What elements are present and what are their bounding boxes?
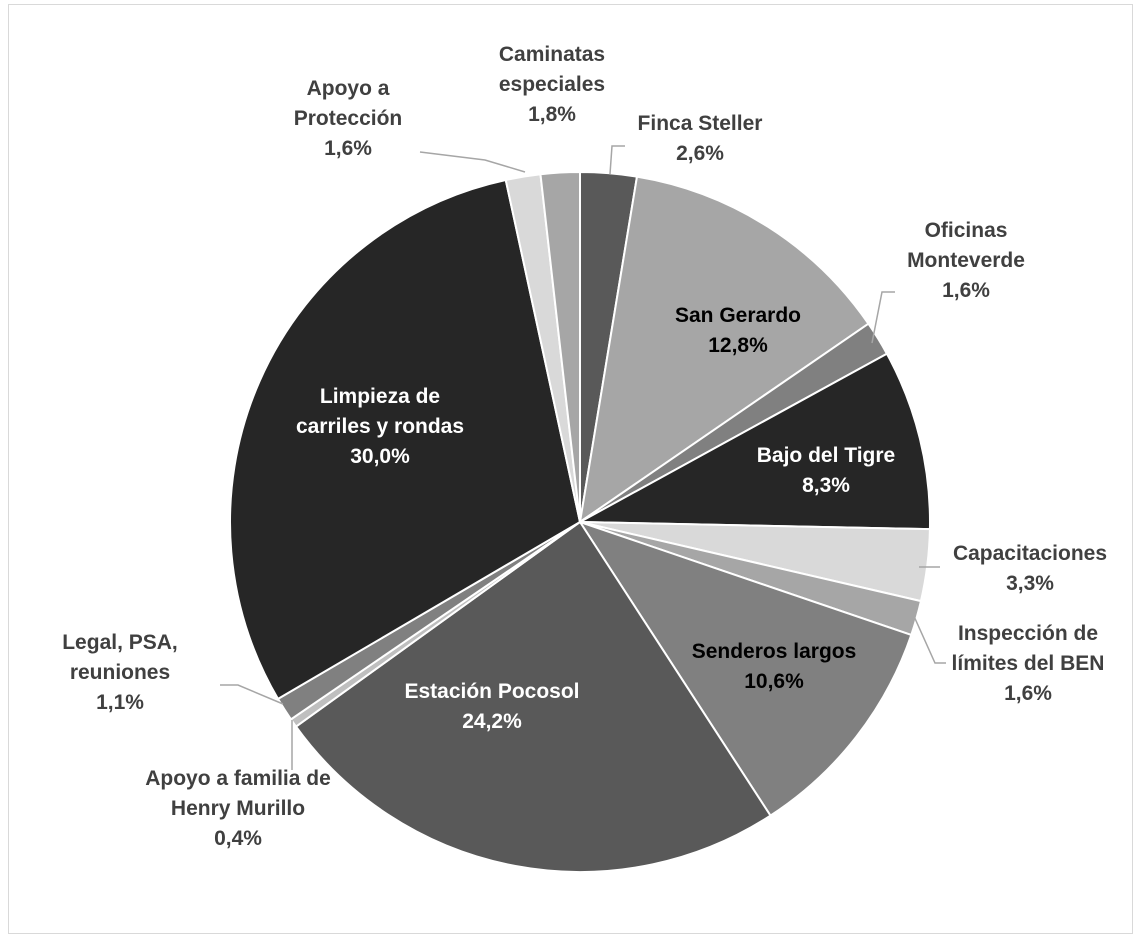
slice-name-label: Limpieza de	[320, 385, 440, 408]
slice-name-label: Monteverde	[907, 249, 1025, 272]
slice-value-label: 1,6%	[324, 137, 372, 160]
pie-slice	[539, 170, 581, 523]
slice-value-label: 2,6%	[676, 142, 724, 165]
pie-slice	[294, 520, 772, 873]
slice-label: Finca Steller 2,6%	[638, 112, 763, 165]
leader-line	[609, 145, 625, 175]
slice-value-label: 0,4%	[214, 827, 262, 850]
slice-name-label: Apoyo a familia de	[145, 767, 331, 790]
slice-label: Bajo del Tigre 8,3%	[757, 444, 895, 497]
slice-name-label: Legal, PSA,	[62, 631, 178, 654]
slice-label: Estación Pocosol 24,2%	[404, 680, 579, 733]
leader-line	[871, 291, 895, 344]
slice-label: Caminatas especiales 1,8%	[499, 43, 605, 126]
slice-name-label: Caminatas	[499, 43, 605, 66]
slice-name-label: San Gerardo	[675, 304, 801, 327]
slice-value-label: 8,3%	[802, 474, 850, 497]
slice-value-label: 3,3%	[1006, 572, 1054, 595]
slice-label: San Gerardo 12,8%	[675, 304, 801, 357]
slice-name-label: Inspección de	[958, 622, 1098, 645]
slice-value-label: 30,0%	[350, 445, 410, 468]
slice-label: Oficinas Monteverde 1,6%	[907, 219, 1025, 302]
pie-slice	[577, 520, 913, 818]
leader-line	[220, 684, 284, 705]
slice-name-label: Senderos largos	[692, 640, 857, 663]
slice-name-label: carriles y rondas	[296, 415, 464, 438]
slice-name-label: Protección	[294, 107, 403, 130]
slice-name-label: Capacitaciones	[953, 542, 1107, 565]
slice-value-label: 24,2%	[462, 710, 522, 733]
slice-name-label: especiales	[499, 73, 605, 96]
pie-slice	[576, 352, 931, 531]
leader-line	[419, 151, 526, 173]
slice-label: Inspección de límites del BEN 1,6%	[952, 622, 1105, 705]
slice-name-label: Bajo del Tigre	[757, 444, 895, 467]
slice-value-label: 1,6%	[1004, 682, 1052, 705]
slice-name-label: Estación Pocosol	[404, 680, 579, 703]
slice-label: Capacitaciones 3,3%	[953, 542, 1107, 595]
slice-name-label: Finca Steller	[638, 112, 763, 135]
slice-name-label: Apoyo a	[307, 77, 390, 100]
slice-value-label: 12,8%	[708, 334, 768, 357]
slice-label: Legal, PSA, reuniones 1,1%	[62, 631, 178, 714]
pie-slice	[578, 175, 870, 525]
slice-value-label: 1,8%	[528, 103, 576, 126]
slice-label: Apoyo a familia de Henry Murillo 0,4%	[145, 767, 331, 850]
leader-line	[912, 613, 946, 664]
slice-value-label: 1,6%	[942, 279, 990, 302]
slice-label: Apoyo a Protección 1,6%	[294, 77, 403, 160]
slice-name-label: Oficinas	[925, 219, 1008, 242]
slice-value-label: 1,1%	[96, 691, 144, 714]
slice-label: Senderos largos 10,6%	[692, 640, 857, 693]
pie-slice	[229, 178, 582, 701]
slice-name-label: límites del BEN	[952, 652, 1105, 675]
slice-label: Limpieza de carriles y rondas 30,0%	[296, 385, 464, 468]
slice-name-label: reuniones	[70, 661, 170, 684]
slice-value-label: 10,6%	[744, 670, 804, 693]
slice-name-label: Henry Murillo	[171, 797, 305, 820]
